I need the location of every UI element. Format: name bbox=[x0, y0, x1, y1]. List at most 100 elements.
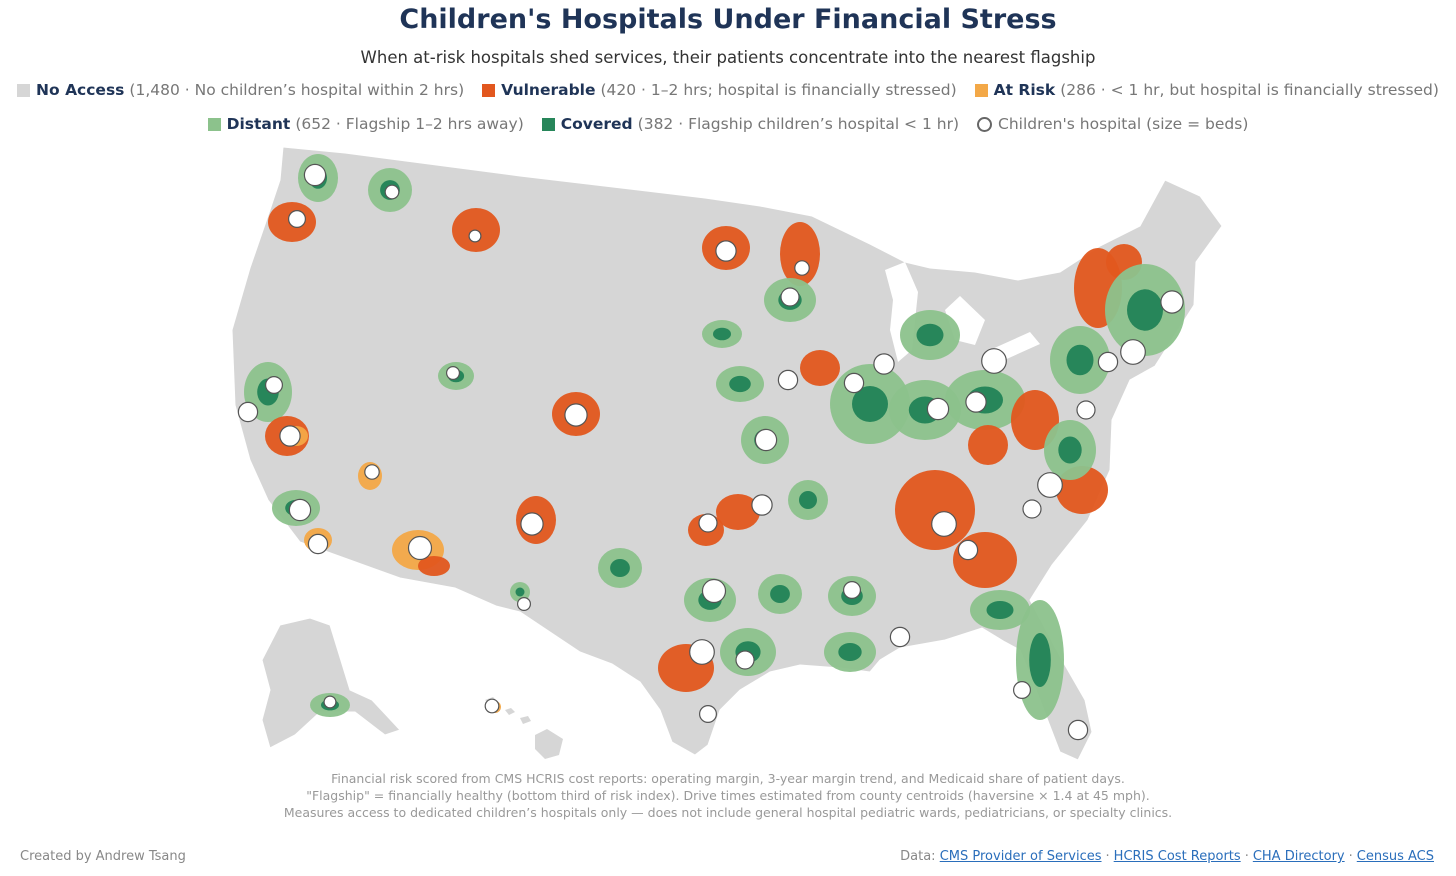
source-link-census[interactable]: Census ACS bbox=[1356, 849, 1434, 864]
hospital-boise[interactable] bbox=[446, 366, 461, 381]
hospital-phoenix-children-s[interactable] bbox=[564, 403, 588, 427]
chart-title: Children's Hospitals Under Financial Str… bbox=[399, 4, 1057, 35]
covered-core-florida[interactable] bbox=[1029, 633, 1051, 687]
covered-core-oklahoma[interactable] bbox=[610, 559, 630, 577]
source-link-cms-pos[interactable]: CMS Provider of Services bbox=[939, 849, 1102, 864]
sources-prefix: Data: bbox=[900, 849, 936, 864]
legend-row-2: Distant (652 · Flagship 1–2 hrs away) Co… bbox=[0, 115, 1456, 133]
hospital-charlotte[interactable] bbox=[1022, 499, 1042, 519]
covered-core-virginia[interactable] bbox=[1058, 436, 1082, 464]
legend-label-no-access: No Access bbox=[36, 81, 125, 99]
covered-core-new-england[interactable] bbox=[1127, 289, 1163, 331]
legend-item-no-access[interactable]: No Access (1,480 · No children’s hospita… bbox=[17, 81, 464, 99]
hospital-nashville[interactable] bbox=[957, 539, 979, 561]
covered-core-el-paso[interactable] bbox=[515, 587, 525, 597]
alaska-land bbox=[261, 617, 401, 749]
covered-core-sioux-falls[interactable] bbox=[713, 327, 731, 341]
hospital-new-orleans[interactable] bbox=[842, 580, 861, 599]
hospital-philadelphia[interactable] bbox=[1120, 339, 1146, 365]
hospital-austin[interactable] bbox=[735, 650, 755, 670]
hospital-atlanta[interactable] bbox=[931, 511, 957, 537]
hospital-las-vegas[interactable] bbox=[364, 464, 380, 480]
covered-swatch bbox=[541, 117, 555, 131]
hospital-madera[interactable] bbox=[279, 425, 301, 447]
region-georgia[interactable] bbox=[953, 532, 1017, 588]
region-iowa[interactable] bbox=[800, 350, 840, 386]
hospital-indianapolis[interactable] bbox=[965, 391, 987, 413]
hospital-chicago[interactable] bbox=[873, 353, 895, 375]
legend-label-covered: Covered bbox=[560, 115, 633, 133]
covered-core-dallas[interactable] bbox=[770, 585, 790, 603]
covered-core-missouri[interactable] bbox=[799, 491, 817, 509]
hospital-little-rock[interactable] bbox=[751, 494, 773, 516]
legend-item-vulnerable[interactable]: Vulnerable (420 · 1–2 hrs; hospital is f… bbox=[482, 81, 957, 99]
hospital-orlando[interactable] bbox=[1012, 680, 1031, 699]
great-lakes bbox=[885, 262, 1040, 362]
covered-core-michigan[interactable] bbox=[916, 323, 944, 347]
legend-item-at-risk[interactable]: At Risk (286 · < 1 hr, but hospital is f… bbox=[974, 81, 1439, 99]
hawaii-land bbox=[485, 697, 563, 759]
region-west-virginia[interactable] bbox=[1011, 390, 1059, 450]
region-arkansas[interactable] bbox=[716, 494, 760, 530]
source-link-hcris[interactable]: HCRIS Cost Reports bbox=[1113, 849, 1241, 864]
note-line-3: Measures access to dedicated children’s … bbox=[283, 805, 1173, 820]
chart-subtitle: When at-risk hospitals shed services, th… bbox=[360, 48, 1096, 67]
hospital-oakland[interactable] bbox=[265, 376, 284, 395]
hospital-minneapolis[interactable] bbox=[715, 240, 737, 262]
hospital-oklahoma-city[interactable] bbox=[698, 513, 718, 533]
hospital-pittsburgh[interactable] bbox=[1097, 351, 1119, 373]
hospital-miami[interactable] bbox=[1067, 719, 1089, 741]
vulnerable-swatch bbox=[482, 83, 496, 97]
note-line-1: Financial risk scored from CMS HCRIS cos… bbox=[331, 771, 1125, 786]
legend-item-hospital[interactable]: Children's hospital (size = beds) bbox=[977, 115, 1248, 133]
region-tennessee[interactable] bbox=[895, 470, 975, 550]
hospital-portland[interactable] bbox=[288, 210, 307, 229]
at-risk-swatch bbox=[974, 83, 988, 97]
hospital-boston[interactable] bbox=[1160, 290, 1184, 314]
hospital-columbus[interactable] bbox=[1037, 472, 1063, 498]
hospital-st-louis[interactable] bbox=[926, 397, 950, 421]
hospital-stanford[interactable] bbox=[237, 401, 259, 423]
hospital-albuquerque[interactable] bbox=[516, 596, 531, 611]
hospital-memphis[interactable] bbox=[777, 369, 799, 391]
distant-swatch bbox=[207, 117, 221, 131]
region-kentucky[interactable] bbox=[968, 425, 1008, 465]
hospital-detroit[interactable] bbox=[1076, 400, 1096, 420]
legend-label-at-risk: At Risk bbox=[993, 81, 1056, 99]
legend-desc-no-access: (1,480 · No children’s hospital within 2… bbox=[129, 81, 465, 99]
legend-desc-covered: (382 · Flagship children’s hospital < 1 … bbox=[637, 115, 960, 133]
hospital-seattle-children-s[interactable] bbox=[303, 163, 327, 187]
hospital-cincinnati[interactable] bbox=[981, 348, 1007, 374]
covered-core-louisiana[interactable] bbox=[838, 643, 862, 661]
hospital-houston[interactable] bbox=[689, 639, 715, 665]
methodology-notes: Financial risk scored from CMS HCRIS cos… bbox=[0, 770, 1456, 821]
legend-item-distant[interactable]: Distant (652 · Flagship 1–2 hrs away) bbox=[207, 115, 524, 133]
legend-row-1: No Access (1,480 · No children’s hospita… bbox=[0, 81, 1456, 99]
hospital-chla[interactable] bbox=[288, 498, 312, 522]
covered-core-alabama[interactable] bbox=[986, 601, 1014, 619]
hospital-san-antonio[interactable] bbox=[698, 704, 717, 723]
hospital-kansas-city[interactable] bbox=[754, 428, 778, 452]
hospital-spokane[interactable] bbox=[384, 184, 400, 200]
hospital-honolulu[interactable] bbox=[484, 698, 500, 714]
hospital-rady[interactable] bbox=[407, 535, 433, 561]
hospital-sioux-falls[interactable] bbox=[794, 260, 810, 276]
hospital-birmingham[interactable] bbox=[889, 626, 911, 648]
hospital-choc[interactable] bbox=[307, 533, 329, 555]
hospital-anchorage[interactable] bbox=[323, 695, 337, 709]
covered-core-illinois[interactable] bbox=[852, 386, 888, 422]
hospital-dallas[interactable] bbox=[701, 578, 727, 604]
region-minnesota[interactable] bbox=[780, 222, 820, 286]
legend-item-covered[interactable]: Covered (382 · Flagship children’s hospi… bbox=[541, 115, 960, 133]
covered-core-new-york[interactable] bbox=[1066, 344, 1094, 376]
region-tucson[interactable] bbox=[418, 556, 450, 576]
hospital-omaha[interactable] bbox=[780, 287, 800, 307]
credit-text: Created by Andrew Tsang bbox=[20, 849, 186, 864]
hospital-billings[interactable] bbox=[468, 229, 482, 243]
source-link-cha[interactable]: CHA Directory bbox=[1252, 849, 1345, 864]
legend-desc-distant: (652 · Flagship 1–2 hrs away) bbox=[295, 115, 524, 133]
covered-core-omaha[interactable] bbox=[729, 375, 751, 393]
hospital-milwaukee[interactable] bbox=[843, 372, 865, 394]
hospital-denver[interactable] bbox=[520, 512, 544, 536]
